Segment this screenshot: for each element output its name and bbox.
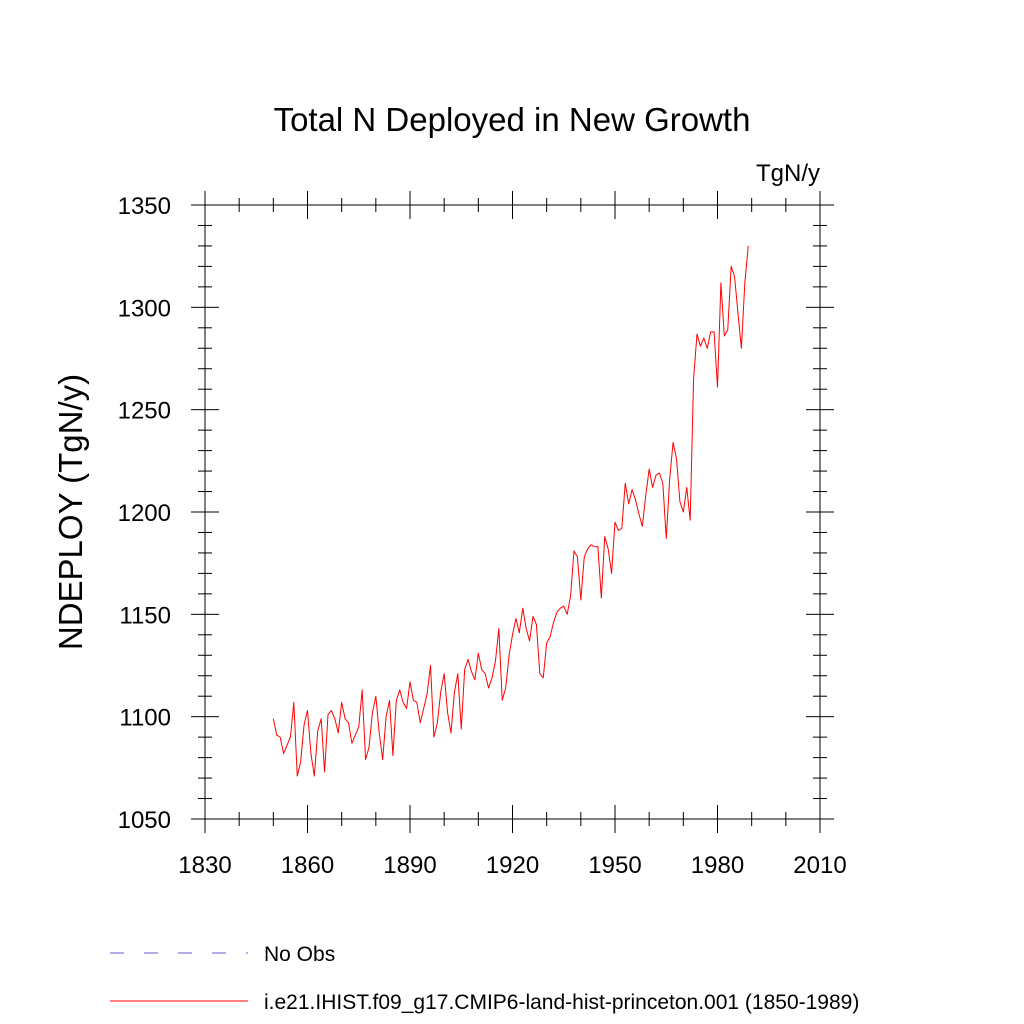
x-tick-label: 1980 <box>691 852 744 879</box>
tick-labels: 1830 1860 1890 1920 1950 1980 2010 1050 1100 1150… <box>118 193 847 879</box>
x-tick-label: 2010 <box>793 852 846 879</box>
axis-ticks <box>191 191 834 833</box>
y-tick-label: 1250 <box>118 398 171 425</box>
legend-label: i.e21.IHIST.f09_g17.CMIP6-land-hist-prin… <box>264 991 859 1014</box>
y-tick-label: 1100 <box>119 705 171 732</box>
chart-title: Total N Deployed in New Growth <box>274 101 751 138</box>
y-tick-label: 1150 <box>119 602 171 629</box>
units-label: TgN/y <box>756 160 820 187</box>
y-tick-label: 1350 <box>118 193 171 220</box>
y-axis-label: NDEPLOY (TgN/y) <box>52 374 89 650</box>
plot-frame <box>204 204 821 820</box>
y-tick-label: 1300 <box>118 295 171 322</box>
x-tick-label: 1890 <box>383 852 436 879</box>
series-layer <box>272 245 749 777</box>
x-tick-label: 1920 <box>486 852 539 879</box>
x-tick-label: 1830 <box>178 852 231 879</box>
x-tick-label: 1950 <box>588 852 641 879</box>
legend-label: No Obs <box>264 943 335 966</box>
legend: No Obs i.e21.IHIST.f09_g17.CMIP6-land-his… <box>110 943 859 1014</box>
series-line <box>272 245 749 777</box>
y-tick-label: 1050 <box>118 807 171 834</box>
y-tick-label: 1200 <box>118 500 171 527</box>
x-tick-label: 1860 <box>281 852 334 879</box>
